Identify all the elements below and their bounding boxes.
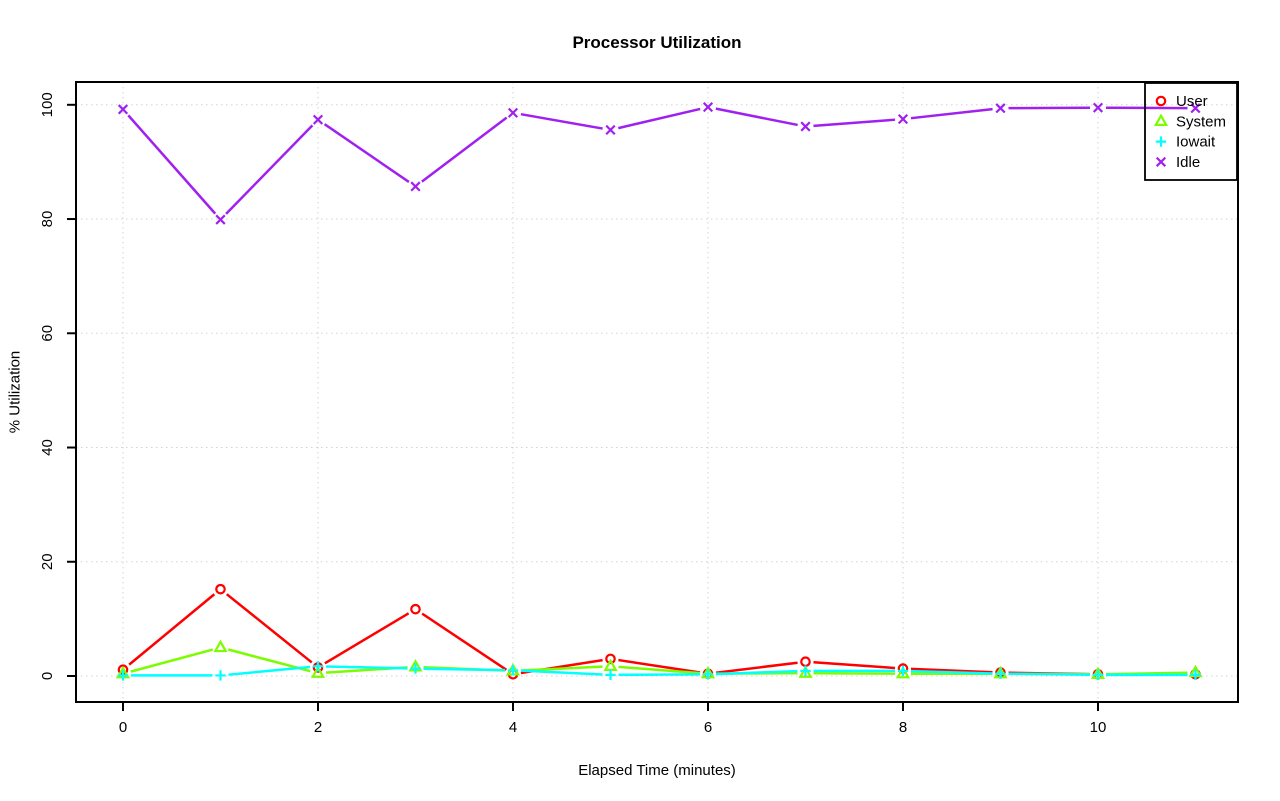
iowait-marker (800, 665, 811, 677)
series-line-idle (225, 124, 314, 215)
y-tick-label: 60 (39, 325, 56, 342)
series-idle (117, 102, 1201, 225)
iowait-marker (410, 663, 421, 674)
legend: User System Iowait Idle (1144, 82, 1238, 181)
system-marker (798, 665, 813, 678)
iowait-marker (1092, 669, 1104, 681)
series-line-idle (421, 116, 508, 183)
series-line-iowait (325, 665, 408, 670)
legend-label-idle: Idle (1176, 154, 1200, 171)
series-line-user (128, 593, 216, 666)
system-marker (310, 665, 326, 678)
grid (76, 82, 1238, 702)
legend-marker-iowait (1155, 136, 1167, 147)
idle-marker (995, 103, 1006, 114)
iowait-marker (215, 670, 226, 681)
iowait-marker (117, 670, 129, 681)
idle-marker (312, 114, 324, 125)
iowait-marker (1190, 669, 1201, 681)
series-line-idle (715, 107, 798, 127)
legend-marker-idle (1155, 156, 1167, 167)
plot-border (75, 81, 1239, 703)
idle-marker (1092, 102, 1104, 113)
series-line-user (715, 661, 798, 674)
legend-item-user: User (1155, 93, 1208, 110)
iowait-marker (995, 668, 1006, 679)
legend-item-idle: Idle (1155, 154, 1200, 171)
series-line-idle (520, 112, 603, 130)
iowait-marker (897, 665, 909, 677)
x-tick-label: 10 (1090, 719, 1107, 736)
chart-title: Processor Utilization (572, 33, 742, 52)
y-axis-label: % Utilization (6, 350, 24, 434)
legend-item-system: System (1153, 113, 1226, 130)
series-line-system (520, 665, 603, 672)
series-line-idle (323, 123, 410, 183)
series-line-user (324, 612, 410, 665)
legend-box (1144, 82, 1238, 181)
user-marker (605, 653, 616, 665)
series-line-iowait (228, 665, 311, 676)
series-line-iowait (1008, 672, 1091, 677)
iowait-marker (507, 665, 519, 676)
idle-marker (507, 107, 519, 118)
series-line-system (618, 665, 701, 675)
legend-label-user: User (1176, 93, 1208, 110)
idle-marker (702, 102, 714, 113)
idle-marker (605, 124, 616, 136)
series-line-user (421, 612, 508, 671)
x-tick-label: 2 (314, 719, 322, 736)
idle-marker (215, 214, 226, 225)
legend-label-system: System (1176, 113, 1226, 130)
user-marker (215, 583, 226, 595)
series-line-iowait (520, 669, 603, 676)
series-line-idle (813, 118, 896, 128)
user-marker (410, 603, 421, 615)
x-axis-label: Elapsed Time (minutes) (578, 762, 736, 779)
iowait-marker (605, 669, 616, 681)
series-line-idle (618, 107, 701, 130)
series-line-user (618, 658, 701, 674)
y-tick-label: 40 (39, 439, 56, 456)
idle-marker (1190, 103, 1201, 114)
x-tick-label: 8 (899, 719, 907, 736)
series-line-iowait (715, 669, 798, 676)
series-line-user (225, 593, 313, 664)
iowait-marker (702, 669, 714, 680)
legend-marker-system (1153, 113, 1169, 126)
series-line-idle (910, 107, 993, 120)
legend-item-iowait: Iowait (1155, 134, 1216, 151)
x-tick-label: 4 (509, 719, 517, 736)
series-line-user (910, 667, 993, 674)
legend-marker-user (1155, 95, 1167, 107)
idle-marker (800, 121, 811, 132)
idle-marker (897, 114, 909, 125)
y-tick-label: 80 (39, 211, 56, 228)
idle-marker (410, 181, 421, 192)
legend-label-iowait: Iowait (1176, 134, 1216, 151)
user-marker (800, 656, 811, 668)
iowait-marker (312, 661, 324, 672)
idle-marker (117, 104, 129, 115)
series-line-idle (127, 114, 217, 215)
series-iowait (117, 661, 1201, 681)
x-tick-label: 0 (119, 719, 127, 736)
y-tick-label: 20 (39, 553, 56, 570)
series-line-iowait (423, 667, 506, 672)
x-tick-label: 6 (704, 719, 712, 736)
y-tick-label: 0 (39, 672, 56, 680)
system-marker (895, 665, 911, 679)
series-line-user (813, 661, 896, 670)
series-line-system (130, 648, 214, 673)
y-tick-label: 100 (39, 92, 56, 117)
system-marker (213, 639, 228, 653)
series-line-iowait (910, 669, 993, 675)
